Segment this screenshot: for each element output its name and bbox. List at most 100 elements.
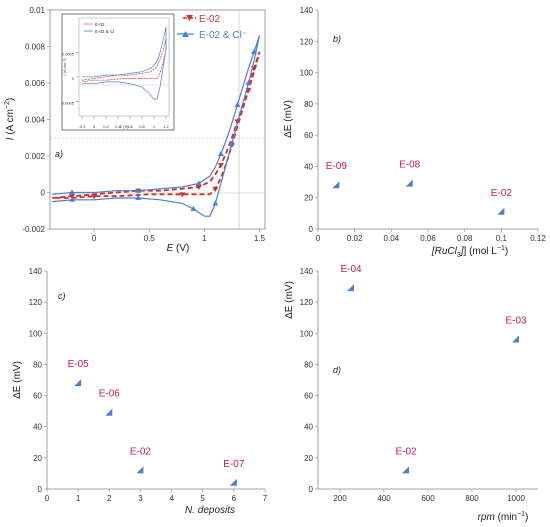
- panel-c-chart: 0 20 40 60 80 100 120 140 0 1 2 3 4 5 6 7 E-05 E-06 E-02…: [12, 267, 268, 516]
- series-marker-e02: [217, 163, 224, 169]
- series-marker-e02-cl: [228, 140, 235, 146]
- panel-d-point-label: E-04: [340, 264, 362, 275]
- panel-b-point-label: E-09: [326, 161, 348, 172]
- panel-d-point-label: E-02: [395, 446, 417, 457]
- panel-a-xtick-label: 0.5: [144, 234, 156, 243]
- panel-c-tag: c): [58, 291, 66, 301]
- panel-a-xtick-label: 1.5: [254, 234, 266, 243]
- panel-d-points: E-04 E-02 E-03: [340, 264, 527, 474]
- inset-xtick-label: 0.8: [139, 124, 145, 129]
- panel-c-ytick-label: 60: [33, 392, 42, 401]
- panel-b-point: [332, 181, 340, 189]
- panel-a-xlabel: E (V): [167, 243, 190, 254]
- panel-a-chart: -0.002 0 0.002 0.004 0.006 0.008 0.01 0 0.5 1 1.5…: [4, 6, 266, 254]
- series-marker-e02-cl: [135, 194, 142, 200]
- inset-series: [81, 27, 167, 100]
- panel-c-ytick-label: 0: [38, 485, 43, 494]
- panel-b-ylabel: ΔE (mV): [283, 100, 294, 138]
- panel-d-ytick-label: 40: [304, 423, 313, 432]
- panel-b-tag: b): [333, 34, 341, 44]
- panel-a-legend: E-02 E-02 & Cl⁻: [177, 14, 247, 41]
- panel-c-ytick-label: 20: [33, 454, 42, 463]
- legend-marker-e02: [186, 15, 193, 21]
- panel-d-ylabel: ΔE (mV): [284, 281, 295, 319]
- inset-xtick-label: 0.2: [103, 124, 109, 129]
- legend-label-e02: E-02: [199, 14, 221, 25]
- panel-a-inset: E-02 E-02 & Cl -0.2 0 0.2 0.4 0.6 0.8 1 1.2 -0.…: [60, 13, 175, 131]
- panel-b-point: [497, 207, 505, 215]
- panel-c-xtick-label: 0: [45, 494, 50, 503]
- panel-b-point: [405, 179, 413, 187]
- panel-d-ytick-label: 20: [304, 454, 313, 463]
- inset-ytick-label: 0.0005: [62, 51, 75, 56]
- series-line-e02: [52, 51, 261, 199]
- panel-d-ytick-label: 100: [300, 329, 314, 338]
- panel-b-ytick-label: 80: [304, 100, 313, 109]
- series-marker-e02-cl: [212, 200, 219, 206]
- panel-b-xtick-label: 0: [316, 234, 321, 243]
- panel-c-point-label: E-07: [223, 459, 245, 470]
- panel-c-point-label: E-06: [99, 389, 121, 400]
- series-marker-e02-cl: [135, 187, 142, 193]
- panel-a-xtick-label: 1: [202, 234, 207, 243]
- panel-d-xtick-label: 600: [421, 494, 435, 503]
- panel-d-ytick-label: 140: [300, 267, 314, 276]
- inset-xlabel: E (V): [119, 124, 129, 129]
- panel-a-ytick-label: -0.002: [22, 225, 45, 234]
- panel-b-ytick-label: 60: [304, 131, 313, 140]
- panel-c-ytick-label: 40: [33, 423, 42, 432]
- panel-a-xticks: 0 0.5 1 1.5: [92, 229, 266, 243]
- panel-d-yticks: 0 20 40 60 80 100 120 140: [300, 267, 318, 494]
- panel-d-ytick-label: 120: [300, 298, 314, 307]
- series-marker-e02: [212, 186, 219, 192]
- inset-xtick-label: 0.6: [127, 124, 133, 129]
- panel-a-series: [52, 35, 261, 217]
- panel-a-yticks: -0.002 0 0.002 0.004 0.006 0.008 0.01: [22, 6, 50, 234]
- panel-d-ytick-label: 80: [304, 360, 313, 369]
- series-marker-e02-cl: [69, 196, 76, 202]
- panel-c-xtick-label: 4: [169, 494, 174, 503]
- inset-ytick-label: 0: [72, 76, 75, 81]
- panel-a-ytick-label: 0: [41, 189, 46, 198]
- panel-c-xtick-label: 3: [138, 494, 143, 503]
- series-marker-e02-cl: [217, 151, 224, 157]
- panel-b-ytick-label: 140: [300, 6, 314, 15]
- panel-c-point: [229, 478, 237, 486]
- panel-d-tag: d): [333, 365, 341, 375]
- inset-ylabel: I (A cm⁻²): [62, 58, 67, 76]
- panel-b-point-label: E-08: [399, 160, 421, 171]
- panel-b-xtick-label: 0.04: [384, 234, 400, 243]
- panel-d-xtick-label: 800: [465, 494, 479, 503]
- panel-c-ylabel: ΔE (mV): [12, 361, 23, 399]
- panel-b-ytick-label: 120: [300, 37, 314, 46]
- series-marker-e02: [179, 192, 186, 198]
- panel-b-ytick-label: 100: [300, 69, 314, 78]
- panel-d-ytick-label: 60: [304, 392, 313, 401]
- panel-c-xtick-label: 2: [107, 494, 112, 503]
- panel-d-chart: 0 20 40 60 80 100 120 140 200 400 600 800 1000 E-04…: [284, 264, 538, 523]
- inset-xtick-label: 1.2: [163, 124, 169, 129]
- series-marker-e02: [91, 194, 98, 200]
- panel-d-point: [402, 466, 409, 474]
- inset-xtick-label: 0: [93, 124, 96, 129]
- panel-b-xtick-label: 0.08: [457, 234, 473, 243]
- panel-b-points: E-09 E-08 E-02: [326, 160, 512, 215]
- panel-c-ytick-label: 80: [33, 360, 42, 369]
- panel-b-ytick-label: 0: [309, 225, 314, 234]
- panel-c-xtick-label: 6: [232, 494, 237, 503]
- panel-d-xlabel: rpm (min−1): [478, 511, 529, 523]
- panel-c-point: [136, 466, 144, 474]
- panel-a-tag: a): [55, 149, 63, 159]
- series-marker-e02: [69, 194, 76, 200]
- panel-c-xlabel: N. deposits: [185, 505, 235, 516]
- panel-d-ytick-label: 0: [309, 485, 314, 494]
- legend-label-e02-cl: E-02 & Cl⁻: [199, 30, 247, 41]
- series-marker-e02-cl: [190, 205, 197, 211]
- series-marker-e02-cl: [245, 80, 252, 85]
- panel-a-xtick-label: 0: [92, 234, 97, 243]
- panel-c-point-label: E-05: [68, 359, 90, 370]
- panel-d-xtick-label: 1000: [507, 494, 525, 503]
- panel-c-point: [105, 408, 113, 416]
- panel-b-ytick-label: 20: [304, 194, 313, 203]
